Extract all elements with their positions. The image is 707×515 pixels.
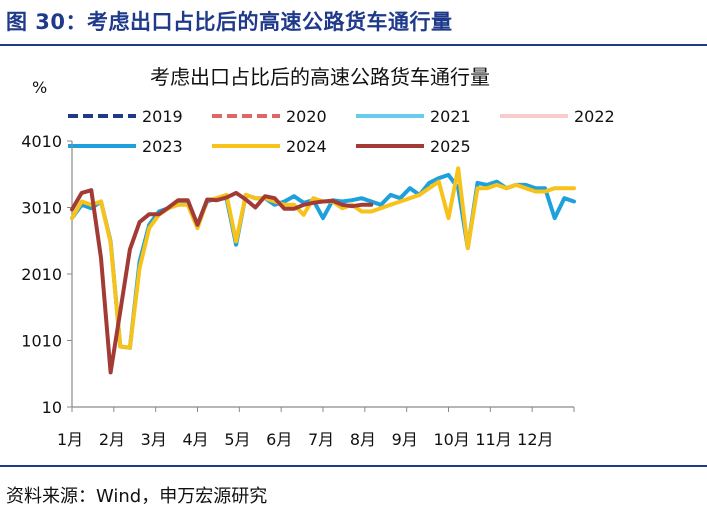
series-line-2024	[70, 166, 576, 350]
legend-label: 2019	[142, 107, 183, 126]
y-unit-label: %	[32, 78, 47, 97]
source-note: 资料来源：Wind，申万宏源研究	[6, 486, 268, 507]
footer-divider	[0, 465, 707, 467]
legend-label: 2022	[574, 107, 615, 126]
x-tick-label: 7月	[308, 430, 334, 449]
x-tick-label: 3月	[141, 430, 167, 449]
x-tick-label: 6月	[266, 430, 292, 449]
x-tick-label: 2月	[99, 430, 125, 449]
series-lines	[70, 166, 576, 375]
legend-label: 2025	[430, 137, 471, 156]
legend: 2019 2020 2021 2022 2023 2024 2025	[68, 107, 615, 156]
y-tick-label: 3010	[21, 199, 62, 218]
x-tick-label: 11月	[475, 430, 511, 449]
x-tick-label: 4月	[183, 430, 209, 449]
y-tick-label: 2010	[21, 265, 62, 284]
y-tick-label: 4010	[21, 132, 62, 151]
y-tick-label: 1010	[21, 332, 62, 351]
legend-label: 2024	[286, 137, 327, 156]
x-tick-label: 12月	[517, 430, 553, 449]
x-tick-label: 10月	[434, 430, 470, 449]
title-divider	[0, 44, 707, 46]
x-tick-label: 1月	[57, 430, 83, 449]
chart-title: 考虑出口占比后的高速公路货车通行量	[150, 65, 490, 89]
x-tick-label: 5月	[224, 430, 250, 449]
series-line-2025	[70, 188, 374, 375]
x-tick-label: 8月	[350, 430, 376, 449]
x-tick-label: 9月	[392, 430, 418, 449]
legend-label: 2020	[286, 107, 327, 126]
legend-label: 2023	[142, 137, 183, 156]
figure-title: 图 30：考虑出口占比后的高速公路货车通行量	[6, 10, 453, 34]
legend-label: 2021	[430, 107, 471, 126]
y-tick-label: 10	[42, 398, 62, 417]
